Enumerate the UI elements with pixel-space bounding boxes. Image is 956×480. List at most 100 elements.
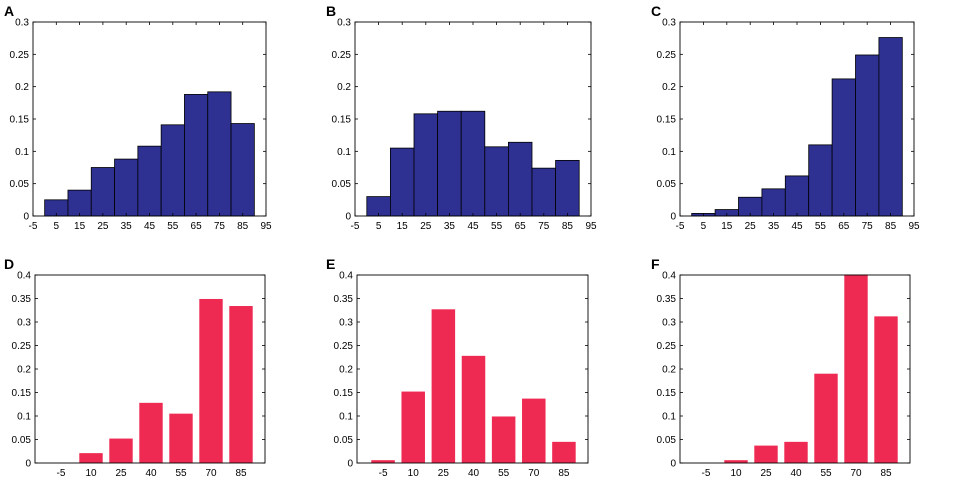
x-tick-label: 95: [585, 221, 597, 232]
x-tick-label: 70: [850, 468, 862, 479]
histogram-bar: [114, 158, 139, 217]
x-tick-label: 40: [790, 468, 802, 479]
y-tick-label: 0.2: [337, 82, 351, 93]
y-tick-label: 0.2: [17, 365, 31, 376]
y-tick-label: 0.15: [10, 115, 30, 126]
x-tick-label: 75: [538, 221, 550, 232]
histogram-bar: [507, 141, 533, 217]
panel-label: B: [326, 3, 336, 19]
histogram-bar: [878, 37, 903, 217]
histogram-bar: [389, 147, 415, 217]
y-tick-label: 0.1: [662, 147, 676, 158]
bar: [784, 441, 808, 463]
x-tick-label: 70: [205, 468, 217, 479]
x-tick-label: 40: [145, 468, 157, 479]
x-tick-label: 45: [467, 221, 479, 232]
chart-panel-a: A -5 5 15 25 35 45 55 65 75 85 95 0 0.05 0.1 0.15 0.2 0.2…: [4, 3, 272, 232]
axes-frame: [679, 274, 911, 464]
x-tick-label: 85: [885, 221, 897, 232]
y-tick-label: 0.1: [15, 147, 29, 158]
x-tick-label: -5: [702, 468, 711, 479]
x-tick-label: 5: [376, 221, 382, 232]
y-tick-label: 0.35: [12, 294, 32, 305]
x-tick-label: 35: [121, 221, 133, 232]
y-tick-label: 0.25: [332, 50, 352, 61]
y-tick-label: 0.1: [339, 412, 353, 423]
x-tick-label: 45: [144, 221, 156, 232]
y-tick-label: 0.05: [334, 435, 354, 446]
x-tick-label: 55: [820, 468, 832, 479]
chart-panel-b: B -5 5 15 25 35 45 55 65 75 85 95 0 0.05 0.1 0.15 0.2 0.2…: [326, 3, 597, 232]
y-tick-label: 0.25: [657, 50, 677, 61]
panel-label: D: [4, 256, 14, 272]
x-tick-label: 65: [515, 221, 527, 232]
y-tick-label: 0.4: [17, 271, 31, 282]
bar: [199, 298, 223, 463]
y-tick-label: 0.3: [337, 18, 351, 29]
y-tick-label: 0.15: [657, 388, 677, 399]
x-tick-label: 55: [815, 221, 827, 232]
bar: [79, 453, 103, 463]
x-tick-label: 70: [528, 468, 540, 479]
x-tick-label: -5: [676, 221, 685, 232]
bar: [139, 402, 163, 463]
histogram-bar: [555, 159, 580, 217]
bar: [401, 391, 425, 463]
histogram-bar: [160, 124, 185, 217]
y-tick-label: 0.3: [662, 18, 676, 29]
y-tick-label: 0.15: [657, 115, 677, 126]
x-tick-label: 85: [562, 221, 574, 232]
x-tick-label: -5: [57, 468, 66, 479]
y-tick-label: 0.25: [334, 341, 354, 352]
x-tick-label: 10: [730, 468, 742, 479]
bar: [724, 460, 748, 463]
bar: [371, 460, 395, 463]
x-tick-label: 40: [468, 468, 480, 479]
x-tick-label: 75: [214, 221, 226, 232]
bar: [754, 445, 778, 463]
y-tick-label: 0.05: [12, 435, 32, 446]
x-tick-label: -5: [351, 221, 360, 232]
histogram-bar: [230, 123, 255, 217]
x-tick-label: 15: [397, 221, 409, 232]
y-tick-label: 0: [347, 459, 353, 470]
bar: [461, 355, 486, 463]
x-tick-label: 95: [908, 221, 920, 232]
x-tick-label: 25: [438, 468, 450, 479]
histogram-bar: [831, 78, 856, 217]
x-tick-label: 85: [880, 468, 892, 479]
y-tick-label: 0: [25, 459, 31, 470]
y-tick-label: 0: [23, 212, 29, 223]
bar: [169, 413, 193, 463]
x-tick-label: 5: [54, 221, 60, 232]
panel-label: E: [326, 256, 335, 272]
histogram-bar: [855, 54, 880, 217]
axes-frame: [356, 274, 589, 464]
y-tick-label: 0.3: [17, 318, 31, 329]
histogram-bar: [484, 146, 509, 217]
bar: [814, 373, 838, 463]
x-tick-label: 65: [191, 221, 203, 232]
y-tick-label: 0.05: [10, 179, 30, 190]
y-tick-label: 0.15: [12, 388, 32, 399]
axes-frame: [32, 21, 267, 217]
bar: [431, 309, 456, 463]
histogram-bar: [67, 189, 92, 217]
y-tick-label: 0: [670, 459, 676, 470]
axes-frame: [679, 21, 915, 217]
bar: [109, 438, 133, 463]
histogram-bar: [413, 113, 439, 217]
y-tick-label: 0.35: [334, 294, 354, 305]
x-tick-label: 45: [791, 221, 803, 232]
histogram-bar: [437, 110, 462, 217]
x-tick-label: 95: [260, 221, 272, 232]
x-tick-label: 15: [74, 221, 86, 232]
histogram-bar: [784, 175, 810, 217]
y-tick-label: 0.25: [12, 341, 32, 352]
histogram-bar: [460, 110, 486, 217]
histogram-bar: [184, 94, 209, 217]
y-tick-label: 0.3: [339, 318, 353, 329]
y-tick-label: 0.05: [332, 179, 352, 190]
y-tick-label: 0: [345, 212, 351, 223]
